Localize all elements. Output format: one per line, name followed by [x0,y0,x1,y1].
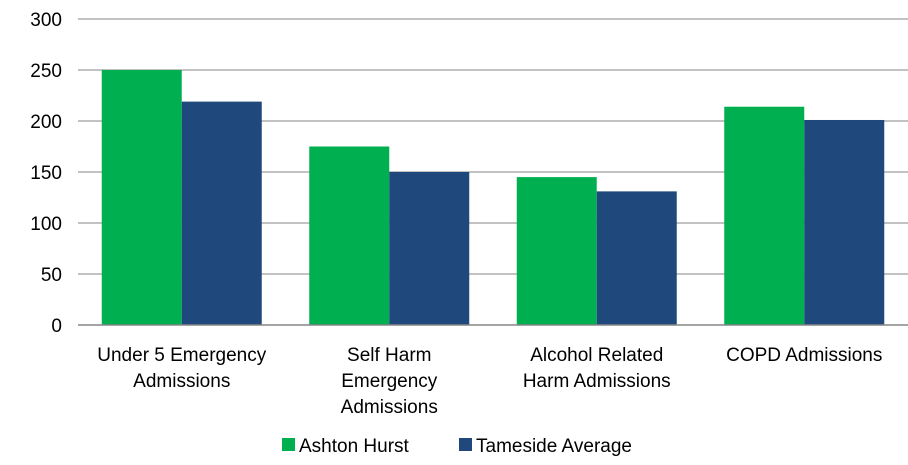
bar-ashton-hurst [101,70,182,325]
x-tick-label: Harm Admissions [523,371,671,392]
x-tick-label: COPD Admissions [726,345,882,366]
x-tick-label: Alcohol Related [530,345,663,366]
bar-ashton-hurst [724,106,805,325]
bars [101,70,885,326]
y-tick-label: 300 [30,10,62,31]
y-tick-label: 250 [30,61,62,82]
x-tick-label: Admissions [341,397,438,418]
y-tick-label: 200 [30,112,62,133]
legend-swatch [282,438,295,451]
y-tick-label: 100 [30,214,62,235]
x-tick-label: Emergency [341,371,438,392]
bar-tameside-average [389,172,470,325]
legend: Ashton Hurst Tameside Average [282,436,632,457]
x-tick-label: Self Harm [347,345,431,366]
y-tick-label: 0 [51,316,62,337]
legend-label: Ashton Hurst [299,436,410,457]
x-tick-label: Admissions [133,371,230,392]
y-tick-label: 150 [30,163,62,184]
bar-ashton-hurst [309,146,390,325]
legend-swatch [459,438,472,451]
bar-tameside-average [804,119,885,325]
bar-tameside-average [181,101,262,326]
y-tick-label: 50 [41,265,62,286]
x-axis: Under 5 Emergency Admissions Self Harm Emer… [78,324,908,418]
bar-tameside-average [596,191,677,325]
legend-label: Tameside Average [476,436,632,457]
x-tick-label: Under 5 Emergency [97,345,266,366]
bar-ashton-hurst [516,177,597,325]
y-axis: 0 50 100 150 200 250 300 [30,10,62,337]
